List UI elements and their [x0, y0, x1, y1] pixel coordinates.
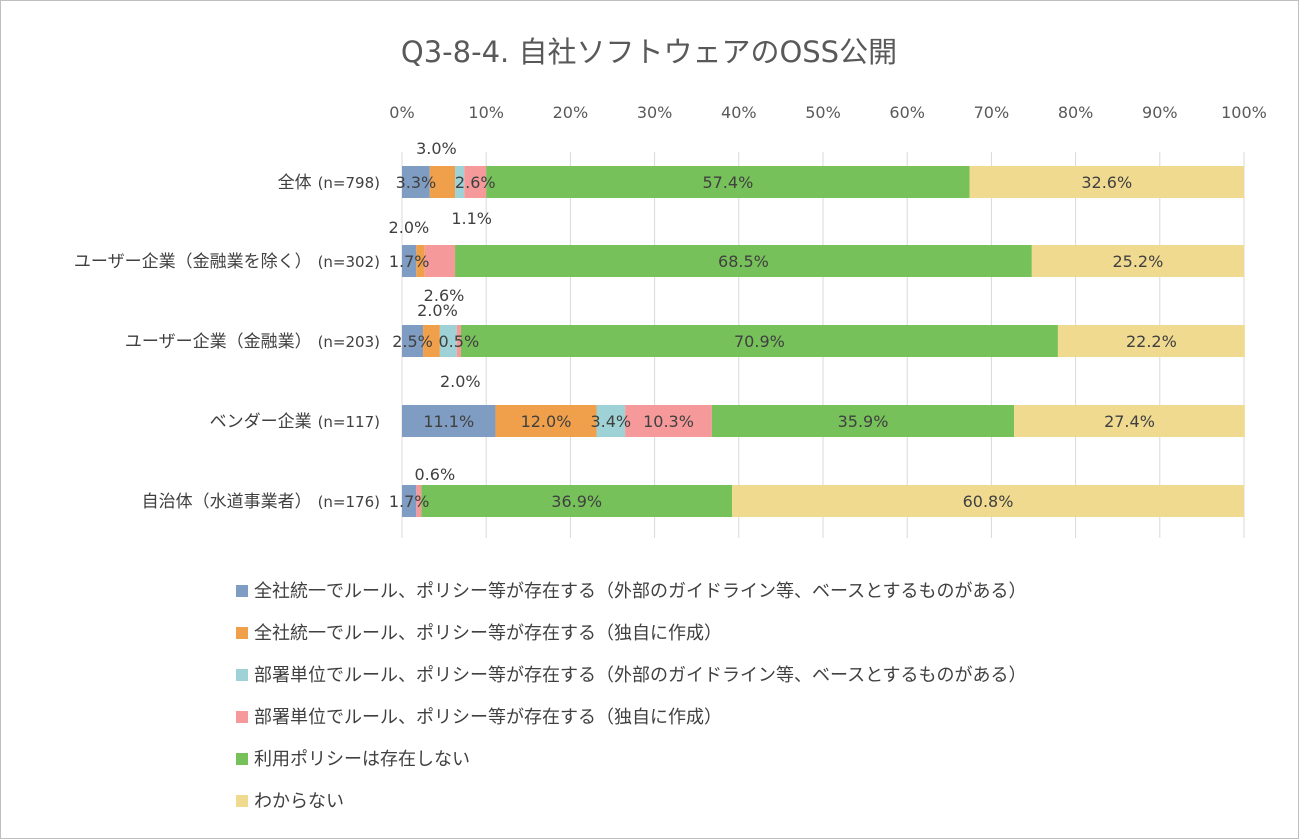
x-tick-label: 60% [889, 103, 925, 122]
category-label: 全体 [278, 173, 312, 193]
bar-segment [402, 405, 496, 437]
x-tick-label: 100% [1221, 103, 1267, 122]
bar-segment [421, 485, 733, 517]
legend-swatch [236, 711, 248, 723]
bar-segment [1057, 325, 1245, 357]
category-labels: (n=798) 全体 (n=302) ユーザー企業（金融業を除く） (n=203) ユーザ… [74, 173, 380, 512]
bar-segment [455, 166, 465, 198]
bar-segment [402, 245, 417, 277]
data-label: 12.0% [521, 412, 572, 431]
data-label: 0.6% [415, 465, 456, 484]
legend-swatch [236, 753, 248, 765]
bar-segment [711, 405, 1015, 437]
category-n: (n=176) [318, 493, 380, 511]
data-label: 0.5% [439, 332, 480, 351]
category-n: (n=302) [318, 253, 380, 271]
data-label: 2.5% [392, 332, 433, 351]
data-label: 2.0% [440, 372, 481, 391]
x-tick-label: 0% [389, 103, 414, 122]
data-label: 11.1% [423, 412, 474, 431]
data-label: 36.9% [551, 492, 602, 511]
bar-segment [732, 485, 1244, 517]
category-label: ユーザー企業（金融業を除く） [74, 252, 312, 272]
legend-label: わからない [254, 791, 344, 812]
legend-label: 部署単位でルール、ポリシー等が存在する（外部のガイドライン等、ベースとするものが… [254, 665, 1027, 686]
data-label: 2.0% [389, 218, 430, 237]
bar-segment [439, 325, 457, 357]
data-label: 2.6% [455, 173, 496, 192]
data-label: 25.2% [1112, 252, 1163, 271]
data-label: 60.8% [963, 492, 1014, 511]
bar-segment [464, 166, 487, 198]
data-label: 3.0% [416, 139, 457, 158]
bar-segment [1031, 245, 1244, 277]
x-tick-label: 30% [637, 103, 673, 122]
legend-label: 部署単位でルール、ポリシー等が存在する（独自に作成） [254, 707, 722, 728]
bar-segment [455, 245, 1032, 277]
data-label: 1.7% [389, 252, 430, 271]
bar-segment [625, 405, 712, 437]
category-n: (n=798) [318, 174, 380, 192]
x-axis-ticks: 0% 10% 20% 30% 40% 50% 60% 70% 80% 90% 100% [389, 103, 1267, 122]
bar-segment [495, 405, 597, 437]
bar-segment [460, 325, 1058, 357]
chart-title: Q3-8-4. 自社ソフトウェアのOSS公開 [401, 35, 897, 69]
data-label: 35.9% [838, 412, 889, 431]
data-label: 27.4% [1104, 412, 1155, 431]
bar-segment [429, 166, 456, 198]
x-tick-label: 80% [1058, 103, 1094, 122]
data-label: 22.2% [1126, 332, 1177, 351]
data-label: 3.4% [590, 412, 631, 431]
bar-segment [424, 245, 456, 277]
data-label: 2.0% [417, 301, 458, 320]
legend-swatch [236, 627, 248, 639]
bar-segment [402, 485, 417, 517]
bar-segment [456, 325, 461, 357]
category-label: ユーザー企業（金融業） [125, 332, 312, 352]
data-label: 32.6% [1081, 173, 1132, 192]
data-label: 57.4% [702, 173, 753, 192]
bar-segment [423, 325, 440, 357]
bar-segment [969, 166, 1244, 198]
bar-segment [416, 245, 425, 277]
data-labels: 3.3% 3.0% 1.1% 2.6% 57.4% 32.6% 1.7% 2.0% 68.5% 2… [389, 139, 1177, 511]
bar-segment [416, 485, 422, 517]
x-tick-label: 50% [805, 103, 841, 122]
data-label: 2.6% [424, 286, 465, 305]
x-tick-label: 40% [721, 103, 757, 122]
x-tick-label: 90% [1142, 103, 1178, 122]
category-label: 自治体（水道事業者） [142, 492, 312, 512]
legend-label: 全社統一でルール、ポリシー等が存在する（独自に作成） [254, 623, 722, 644]
data-label: 68.5% [718, 252, 769, 271]
data-label: 70.9% [734, 332, 785, 351]
bar-segment [596, 405, 626, 437]
bar-segment [402, 166, 430, 198]
bar-segment [402, 325, 424, 357]
legend-label: 全社統一でルール、ポリシー等が存在する（外部のガイドライン等、ベースとするものが… [254, 581, 1027, 602]
bars [402, 166, 1245, 517]
data-label: 1.1% [451, 209, 492, 228]
legend-swatch [236, 669, 248, 681]
x-tick-label: 70% [974, 103, 1010, 122]
legend-swatch [236, 795, 248, 807]
bar-segment [1014, 405, 1245, 437]
category-n: (n=203) [318, 333, 380, 351]
legend-swatch [236, 585, 248, 597]
category-n: (n=117) [318, 413, 380, 431]
category-label: ベンダー企業 [210, 412, 312, 432]
data-label: 3.3% [396, 173, 437, 192]
legend-label: 利用ポリシーは存在しない [254, 749, 470, 770]
data-label: 10.3% [643, 412, 694, 431]
bar-segment [486, 166, 970, 198]
legend: 全社統一でルール、ポリシー等が存在する（外部のガイドライン等、ベースとするものが… [236, 581, 1027, 812]
x-tick-label: 10% [468, 103, 504, 122]
x-tick-label: 20% [553, 103, 589, 122]
data-label: 1.7% [389, 492, 430, 511]
